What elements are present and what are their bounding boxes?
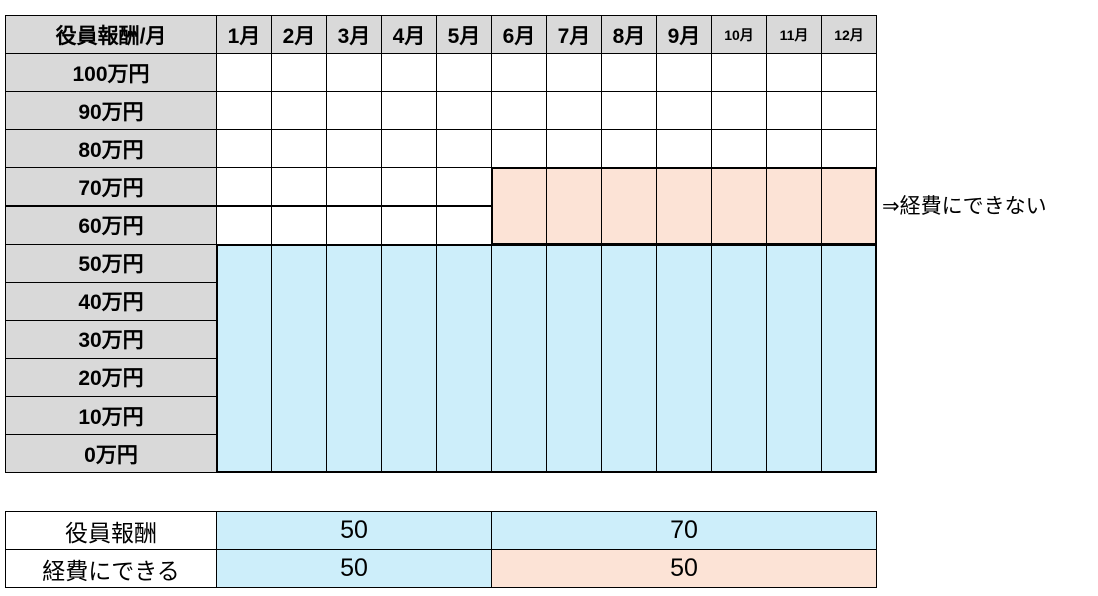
grid-cell	[436, 167, 492, 207]
row-label: 80万円	[5, 129, 217, 169]
non-deductible-cell	[656, 167, 712, 245]
grid-cell	[271, 167, 327, 207]
header-cell: 7月	[546, 15, 602, 55]
grid-cell	[436, 129, 492, 169]
non-deductible-cell	[711, 167, 767, 245]
grid-cell	[656, 129, 712, 169]
grid-cell	[326, 205, 382, 245]
grid-cell	[271, 129, 327, 169]
grid-cell	[381, 91, 437, 131]
grid-cell	[601, 53, 657, 93]
header-cell: 5月	[436, 15, 492, 55]
grid-cell	[436, 91, 492, 131]
row-label: 70万円	[5, 167, 217, 207]
grid-cell	[491, 91, 547, 131]
header-cell: 4月	[381, 15, 437, 55]
grid-cell	[326, 91, 382, 131]
grid-cell	[436, 53, 492, 93]
grid-cell	[821, 53, 877, 93]
grid-cell	[546, 91, 602, 131]
header-cell: 3月	[326, 15, 382, 55]
paid-cell	[381, 243, 437, 474]
grid-cell	[711, 129, 767, 169]
grid-cell	[436, 205, 492, 245]
header-cell: 12月	[821, 15, 877, 55]
non-deductible-cell	[601, 167, 657, 245]
summary-value: 50	[491, 549, 877, 588]
non-deductible-cell	[491, 167, 547, 245]
paid-cell	[546, 243, 602, 474]
grid-cell	[381, 53, 437, 93]
header-cell: 8月	[601, 15, 657, 55]
row-label: 10万円	[5, 396, 217, 436]
grid-cell	[271, 205, 327, 245]
grid-cell	[601, 91, 657, 131]
row-label: 100万円	[5, 53, 217, 93]
non-deductible-cell	[766, 167, 822, 245]
paid-cell	[271, 243, 327, 474]
grid-cell	[271, 91, 327, 131]
paid-cell	[656, 243, 712, 474]
header-cell: 役員報酬/月	[5, 15, 217, 55]
non-deductible-cell	[821, 167, 877, 245]
row-label: 50万円	[5, 243, 217, 283]
summary-value: 50	[216, 511, 492, 550]
row-label: 0万円	[5, 434, 217, 474]
grid-cell	[766, 53, 822, 93]
paid-cell	[821, 243, 877, 474]
grid-cell	[766, 129, 822, 169]
paid-cell	[711, 243, 767, 474]
paid-cell	[436, 243, 492, 474]
summary-label: 役員報酬	[5, 511, 217, 550]
summary-value: 50	[216, 549, 492, 588]
row-label: 30万円	[5, 319, 217, 359]
summary-label: 経費にできる	[5, 549, 217, 588]
grid-cell	[546, 129, 602, 169]
grid-cell	[656, 53, 712, 93]
paid-cell	[766, 243, 822, 474]
header-cell: 9月	[656, 15, 712, 55]
non-deductible-cell	[546, 167, 602, 245]
grid-cell	[216, 53, 272, 93]
grid-cell	[216, 167, 272, 207]
row-label: 20万円	[5, 357, 217, 397]
grid-cell	[821, 129, 877, 169]
paid-cell	[326, 243, 382, 474]
grid-cell	[326, 53, 382, 93]
paid-cell	[491, 243, 547, 474]
grid-cell	[821, 91, 877, 131]
header-cell: 10月	[711, 15, 767, 55]
grid-cell	[381, 205, 437, 245]
grid-cell	[381, 129, 437, 169]
grid-cell	[216, 129, 272, 169]
grid-cell	[326, 167, 382, 207]
grid-cell	[216, 91, 272, 131]
header-cell: 2月	[271, 15, 327, 55]
paid-cell	[216, 243, 272, 474]
paid-cell	[601, 243, 657, 474]
summary-value: 70	[491, 511, 877, 550]
header-cell: 1月	[216, 15, 272, 55]
grid-cell	[381, 167, 437, 207]
grid-cell	[656, 91, 712, 131]
grid-cell	[326, 129, 382, 169]
header-cell: 6月	[491, 15, 547, 55]
row-label: 40万円	[5, 281, 217, 321]
annotation: ⇒経費にできない	[882, 195, 1047, 218]
row-label: 60万円	[5, 205, 217, 245]
grid-cell	[711, 53, 767, 93]
grid-cell	[216, 205, 272, 245]
grid-cell	[766, 91, 822, 131]
grid-cell	[711, 91, 767, 131]
grid-cell	[546, 53, 602, 93]
grid-cell	[491, 53, 547, 93]
header-cell: 11月	[766, 15, 822, 55]
grid-cell	[601, 129, 657, 169]
row-label: 90万円	[5, 91, 217, 131]
grid-cell	[491, 129, 547, 169]
grid-cell	[271, 53, 327, 93]
